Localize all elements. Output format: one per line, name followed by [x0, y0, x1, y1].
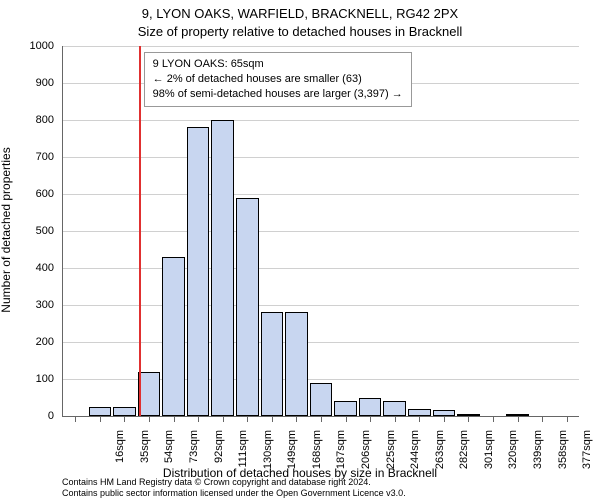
histogram-bar — [383, 401, 406, 416]
x-tick — [198, 416, 199, 422]
x-tick-label: 54sqm — [163, 430, 175, 480]
x-tick — [444, 416, 445, 422]
x-tick — [370, 416, 371, 422]
x-tick-label: 225sqm — [385, 430, 397, 480]
x-tick-label: 358sqm — [557, 430, 569, 480]
x-tick-label: 187sqm — [335, 430, 347, 480]
x-tick — [75, 416, 76, 422]
x-tick — [296, 416, 297, 422]
x-tick-label: 168sqm — [311, 430, 323, 480]
histogram-bar — [261, 312, 284, 416]
histogram-bar — [359, 398, 382, 417]
y-tick-label: 100 — [0, 373, 54, 385]
histogram-bar — [138, 372, 161, 416]
histogram-bar — [236, 198, 259, 416]
reference-vline — [139, 46, 141, 416]
x-tick — [149, 416, 150, 422]
x-tick-label: 377sqm — [581, 430, 593, 480]
x-tick — [468, 416, 469, 422]
x-tick-label: 73sqm — [188, 430, 200, 480]
x-tick — [567, 416, 568, 422]
histogram-bar — [113, 407, 136, 416]
x-tick-label: 149sqm — [286, 430, 298, 480]
y-tick-label: 600 — [0, 188, 54, 200]
y-tick-label: 200 — [0, 336, 54, 348]
y-tick-label: 300 — [0, 299, 54, 311]
x-tick — [518, 416, 519, 422]
y-tick-label: 900 — [0, 77, 54, 89]
x-tick-label: 244sqm — [409, 430, 421, 480]
histogram-bar — [187, 127, 210, 416]
x-tick — [223, 416, 224, 422]
chart-title-main: 9, LYON OAKS, WARFIELD, BRACKNELL, RG42 … — [0, 6, 600, 21]
y-tick-label: 800 — [0, 114, 54, 126]
x-tick — [321, 416, 322, 422]
histogram-bar — [211, 120, 234, 416]
y-tick-label: 0 — [0, 410, 54, 422]
x-tick-label: 301sqm — [483, 430, 495, 480]
x-tick — [247, 416, 248, 422]
histogram-bar — [89, 407, 112, 416]
legend-box: 9 LYON OAKS: 65sqm← 2% of detached house… — [144, 52, 412, 107]
chart-container: 9, LYON OAKS, WARFIELD, BRACKNELL, RG42 … — [0, 0, 600, 500]
x-tick — [174, 416, 175, 422]
x-tick — [542, 416, 543, 422]
histogram-bar — [334, 401, 357, 416]
x-tick-label: 206sqm — [360, 430, 372, 480]
footer-attribution: Contains HM Land Registry data © Crown c… — [62, 477, 406, 499]
x-tick — [272, 416, 273, 422]
legend-line-3: 98% of semi-detached houses are larger (… — [153, 87, 403, 102]
y-tick-label: 1000 — [0, 40, 54, 52]
x-tick-label: 16sqm — [114, 430, 126, 480]
histogram-bar — [162, 257, 185, 416]
x-tick — [419, 416, 420, 422]
y-tick-label: 500 — [0, 225, 54, 237]
footer-line-2: Contains public sector information licen… — [62, 488, 406, 499]
x-tick-label: 130sqm — [262, 430, 274, 480]
chart-title-sub: Size of property relative to detached ho… — [0, 24, 600, 39]
x-tick — [346, 416, 347, 422]
x-tick-label: 92sqm — [213, 430, 225, 480]
x-tick — [124, 416, 125, 422]
x-tick-label: 35sqm — [139, 430, 151, 480]
y-tick-label: 400 — [0, 262, 54, 274]
x-tick-label: 111sqm — [237, 430, 249, 480]
histogram-bar — [310, 383, 333, 416]
histogram-bar — [285, 312, 308, 416]
legend-line-2: ← 2% of detached houses are smaller (63) — [153, 72, 403, 87]
x-tick — [395, 416, 396, 422]
histogram-bar — [408, 409, 431, 416]
x-tick — [100, 416, 101, 422]
x-tick-label: 282sqm — [458, 430, 470, 480]
x-tick-label: 339sqm — [532, 430, 544, 480]
x-tick — [493, 416, 494, 422]
legend-line-1: 9 LYON OAKS: 65sqm — [153, 57, 403, 72]
x-tick-label: 320sqm — [507, 430, 519, 480]
y-tick-label: 700 — [0, 151, 54, 163]
x-tick-label: 263sqm — [434, 430, 446, 480]
